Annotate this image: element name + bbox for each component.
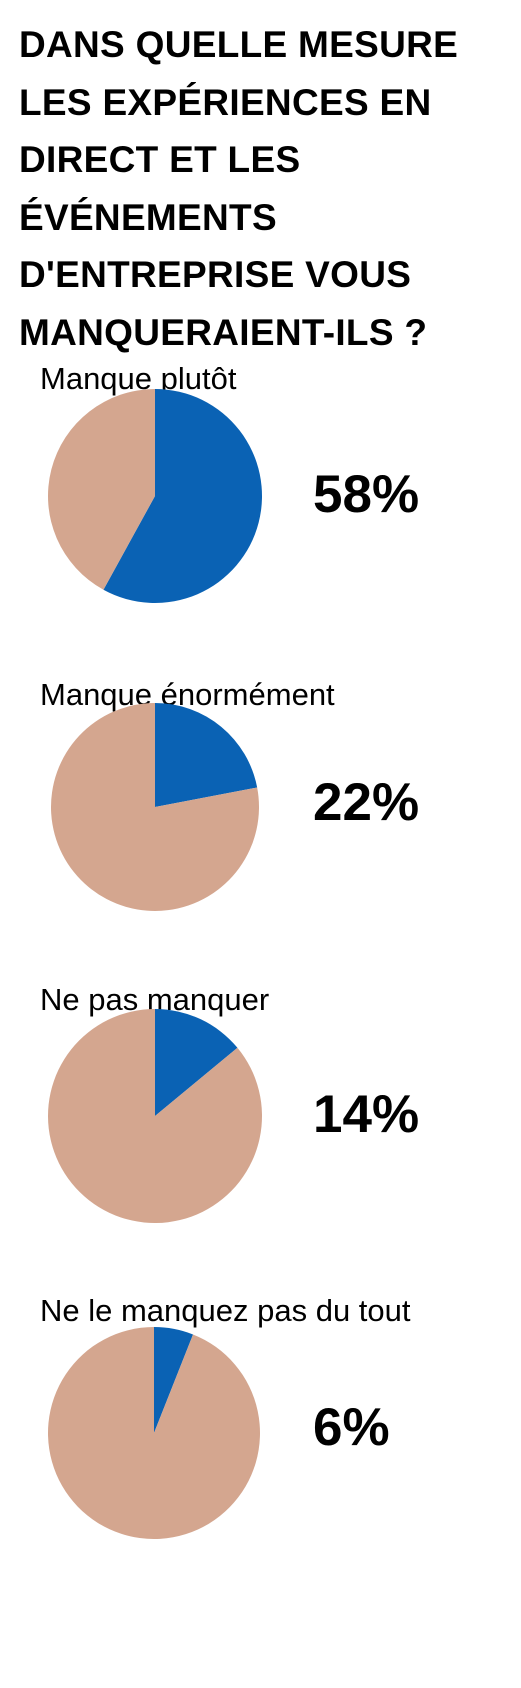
pie-slice-highlight bbox=[103, 389, 262, 603]
pie-chart bbox=[47, 1009, 263, 1223]
value-label: 14% bbox=[313, 1085, 420, 1144]
title-line: D'ENTREPRISE VOUS bbox=[19, 254, 412, 295]
value-label: 22% bbox=[313, 773, 420, 832]
title-line: LES EXPÉRIENCES EN bbox=[19, 81, 432, 123]
chart-label: Manque plutôt bbox=[40, 361, 237, 396]
title-line: ÉVÉNEMENTS bbox=[19, 196, 277, 238]
pie-chart bbox=[48, 1327, 261, 1539]
pie-slice-highlight bbox=[154, 1327, 194, 1433]
chart-label: Manque énormément bbox=[40, 677, 335, 712]
pie-slice-remainder bbox=[47, 1009, 263, 1223]
pie-slice-remainder bbox=[47, 389, 155, 590]
value-label: 6% bbox=[313, 1398, 390, 1457]
pie-slice-highlight bbox=[155, 1009, 238, 1116]
chart-label: Ne le manquez pas du tout bbox=[40, 1293, 411, 1328]
title-line: MANQUERAIENT-ILS ? bbox=[19, 311, 428, 353]
title-line: DIRECT ET LES bbox=[19, 139, 301, 180]
pie-slice-remainder bbox=[51, 703, 259, 911]
pie-chart bbox=[51, 703, 259, 911]
pie-slice-remainder bbox=[48, 1327, 261, 1539]
page-title: DANS QUELLE MESURE LES EXPÉRIENCES EN DI… bbox=[19, 16, 509, 361]
title-line: DANS QUELLE MESURE bbox=[19, 24, 459, 65]
value-label: 58% bbox=[313, 465, 420, 524]
pie-slice-highlight bbox=[155, 703, 258, 807]
pie-chart bbox=[47, 389, 262, 603]
